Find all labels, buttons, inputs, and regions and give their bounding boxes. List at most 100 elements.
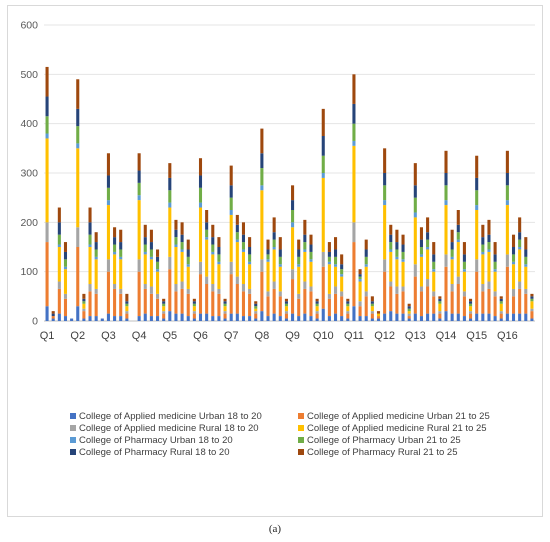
bar-segment <box>530 296 534 299</box>
bar-segment <box>346 301 350 304</box>
bar-segment <box>395 242 399 250</box>
bar-segment <box>327 242 331 252</box>
bar-segment <box>137 195 141 201</box>
bar-segment <box>168 269 172 312</box>
bar-segment <box>511 234 516 247</box>
bar-segment <box>100 318 104 321</box>
bar-segment <box>217 237 221 247</box>
bar-segment <box>57 313 61 321</box>
bar-segment <box>88 284 92 292</box>
bar-segment <box>395 249 399 257</box>
bar-segment <box>444 311 448 321</box>
bar-segment <box>419 247 423 255</box>
bar-segment <box>82 311 86 319</box>
bar-segment <box>334 237 338 250</box>
bar-segment <box>524 293 528 314</box>
legend-swatch <box>70 413 76 419</box>
bar-segment <box>106 153 110 176</box>
bar-segment <box>450 313 454 321</box>
bar-segment <box>143 224 147 238</box>
bar-segment <box>254 306 258 309</box>
bar-segment <box>327 261 331 265</box>
bar-segment <box>383 200 387 206</box>
x-tick-label: Q14 <box>436 330 457 342</box>
bar-segment <box>284 318 288 321</box>
bar-segment <box>426 247 430 250</box>
bar-segment <box>450 229 454 243</box>
bar-segment <box>248 316 252 321</box>
bar-segment <box>364 256 368 265</box>
bar-segment <box>174 237 178 245</box>
bar-segment <box>419 256 423 287</box>
bar-segment <box>113 237 117 245</box>
bar-segment <box>413 163 417 186</box>
bar-segment <box>401 286 405 292</box>
bar-segment <box>149 259 153 287</box>
bar-segment <box>518 313 522 321</box>
bar-segment <box>113 227 117 238</box>
bar-segment <box>505 254 509 267</box>
bar-segment <box>438 313 442 319</box>
bar-segment <box>469 311 473 314</box>
bar-segment <box>162 301 166 304</box>
bar-segment <box>174 313 178 321</box>
bar-segment <box>370 303 374 307</box>
bar-segment <box>266 296 270 317</box>
bar-segment <box>106 271 110 314</box>
bar-segment <box>198 261 203 275</box>
x-tick-label: Q9 <box>285 330 300 342</box>
bar-segment <box>352 103 356 124</box>
bar-segment <box>266 261 270 292</box>
bar-segment <box>278 256 282 265</box>
bar-segment <box>309 316 313 321</box>
bar-segment <box>168 202 172 208</box>
bar-segment <box>119 293 123 317</box>
bar-segment <box>346 298 350 302</box>
bar-segment <box>444 173 448 186</box>
y-tick-label: 300 <box>20 168 38 180</box>
bar-segment <box>358 269 362 275</box>
bar-segment <box>229 274 233 314</box>
bar-segment <box>505 205 509 255</box>
bar-segment <box>125 303 129 307</box>
bar-segment <box>119 259 123 289</box>
bar-segment <box>438 311 442 314</box>
bar-segment <box>260 153 264 169</box>
bar-segment <box>149 256 153 260</box>
bar-segment <box>278 291 282 297</box>
bar-segment <box>413 212 417 218</box>
legend-item: College of Pharmacy Rural 18 to 20 <box>70 447 298 459</box>
bar-segment <box>186 249 190 257</box>
bar-segment <box>432 254 436 262</box>
bar-segment <box>241 316 245 321</box>
bar-segment <box>266 249 270 255</box>
bar-segment <box>419 239 423 247</box>
bar-segment <box>94 316 98 321</box>
bar-segment <box>481 251 485 255</box>
bar-segment <box>297 256 301 265</box>
bar-segment <box>156 261 160 270</box>
bar-segment <box>395 259 399 287</box>
bar-segment <box>88 207 92 223</box>
bar-segment <box>456 284 460 314</box>
bar-segment <box>524 249 528 257</box>
bar-segment <box>524 264 528 267</box>
bar-segment <box>511 254 516 262</box>
bar-segment <box>254 311 258 314</box>
bar-segment <box>272 249 276 282</box>
bar-segment <box>438 296 442 299</box>
bar-segment <box>321 136 325 156</box>
bar-segment <box>309 286 313 292</box>
bar-segment <box>211 237 215 245</box>
bar-segment <box>76 79 80 109</box>
bar-segment <box>383 271 387 314</box>
bar-segment <box>524 237 528 250</box>
bar-segment <box>469 298 473 302</box>
bar-segment <box>487 242 491 250</box>
bar-segment <box>511 261 516 265</box>
bar-segment <box>315 301 319 304</box>
y-tick-label: 200 <box>20 217 38 229</box>
bar-segment <box>205 222 209 230</box>
bar-segment <box>407 303 411 307</box>
bar-segment <box>340 269 344 275</box>
